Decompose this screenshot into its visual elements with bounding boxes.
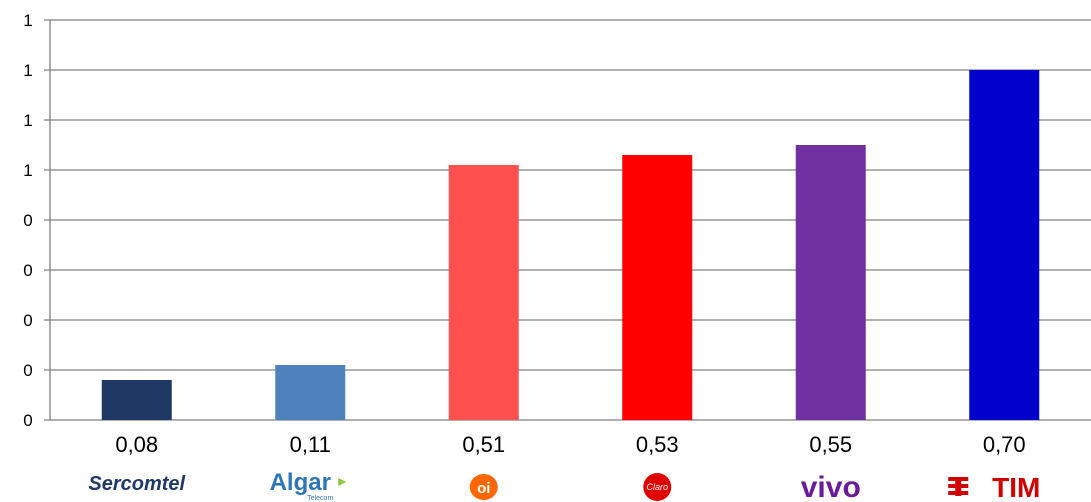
y-tick-label: 0 <box>23 361 32 380</box>
data-labels: 0,08 0,11 0,51 0,53 0,55 0,70 <box>115 432 1025 457</box>
data-label: 0,70 <box>983 432 1026 457</box>
y-axis-ticks: 0 0 0 0 0 1 1 1 1 <box>23 11 32 430</box>
y-tick-label: 0 <box>23 311 32 330</box>
bar <box>448 165 519 420</box>
data-label: 0,55 <box>809 432 852 457</box>
data-label: 0,53 <box>636 432 679 457</box>
data-label: 0,11 <box>290 432 331 457</box>
y-tick-label: 1 <box>23 111 32 130</box>
algar-logo: Algar <box>270 469 331 496</box>
claro-logo-icon <box>643 473 672 501</box>
bar <box>622 155 693 420</box>
oi-logo-icon <box>469 474 498 500</box>
bar <box>275 365 346 420</box>
vivo-logo: vivo <box>801 471 861 502</box>
algar-arrow-icon <box>338 478 347 486</box>
tim-logo: TIM <box>992 472 1040 502</box>
sercomtel-logo: Sercomtel <box>88 473 185 495</box>
bar <box>101 380 172 420</box>
bar <box>969 70 1040 420</box>
bar <box>795 145 866 420</box>
y-tick-label: 1 <box>23 11 32 30</box>
gridlines <box>44 19 1091 421</box>
y-tick-label: 0 <box>23 211 32 230</box>
y-tick-label: 1 <box>23 161 32 180</box>
bars <box>101 70 1040 420</box>
claro-logo-text: Claro <box>646 482 668 492</box>
y-tick-label: 0 <box>23 411 32 430</box>
data-label: 0,51 <box>462 432 505 457</box>
y-tick-label: 0 <box>23 261 32 280</box>
y-tick-label: 1 <box>23 61 32 80</box>
oi-logo-text: oi <box>477 480 490 497</box>
tim-stripe-icon <box>955 477 962 496</box>
algar-subtext: Telecom <box>307 495 333 502</box>
data-label: 0,08 <box>115 432 158 457</box>
